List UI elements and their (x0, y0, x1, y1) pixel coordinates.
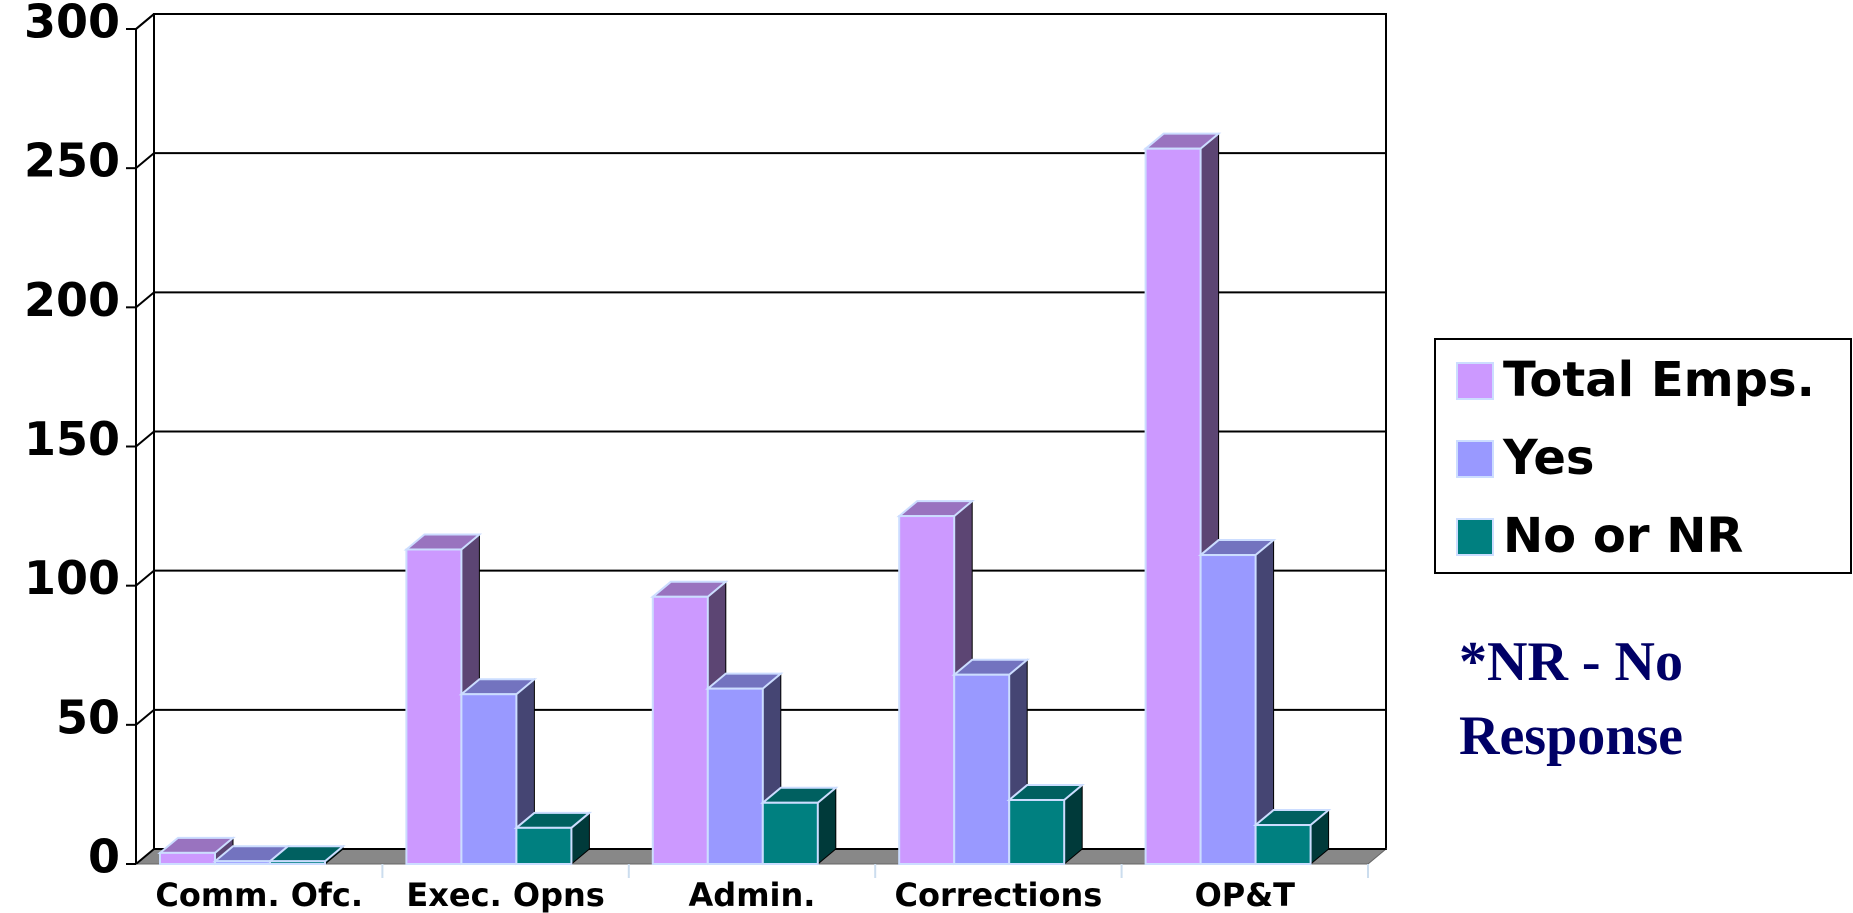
bar (405, 548, 463, 865)
bar (1254, 824, 1312, 865)
grid-depth (135, 13, 155, 30)
bar (651, 595, 709, 865)
bar (269, 860, 326, 866)
y-tick-label: 100 (24, 551, 120, 605)
grid-depth (135, 291, 155, 309)
x-tick-label: Corrections (895, 876, 1103, 913)
bar (159, 851, 216, 865)
bar (761, 801, 819, 865)
y-tick-label: 0 (88, 830, 120, 884)
legend-label: Yes (1502, 430, 1594, 486)
y-tick-label: 300 (24, 0, 120, 49)
grid-depth (135, 152, 155, 169)
y-tick-label: 250 (24, 134, 120, 188)
x-tick-label: Comm. Ofc. (155, 876, 363, 913)
x-tick-label: OP&T (1195, 876, 1296, 913)
bar (706, 687, 764, 866)
bar (898, 515, 956, 865)
y-tick-label: 50 (56, 690, 120, 744)
legend-box (1434, 338, 1852, 574)
grid-depth (135, 569, 155, 587)
bar (214, 860, 271, 866)
grid-depth (135, 848, 155, 865)
note-line: Response (1459, 705, 1683, 767)
x-tick-label: Exec. Opns (406, 876, 604, 913)
y-tick-label: 200 (24, 273, 120, 327)
legend-label: Total Emps. (1503, 352, 1815, 408)
bar (1144, 147, 1202, 865)
legend-swatch (1456, 362, 1494, 400)
grid-depth (135, 430, 155, 448)
bar (515, 826, 573, 865)
bar (1008, 798, 1066, 866)
grid-depth (135, 709, 155, 726)
bar (1199, 554, 1257, 865)
legend-label: No or NR (1503, 508, 1743, 564)
y-tick-label: 150 (24, 412, 120, 466)
legend-swatch (1456, 440, 1494, 478)
bar (953, 673, 1011, 865)
note-line: *NR - No (1459, 631, 1683, 693)
legend-swatch (1456, 518, 1494, 556)
bar (460, 693, 518, 866)
x-tick-label: Admin. (689, 876, 816, 913)
